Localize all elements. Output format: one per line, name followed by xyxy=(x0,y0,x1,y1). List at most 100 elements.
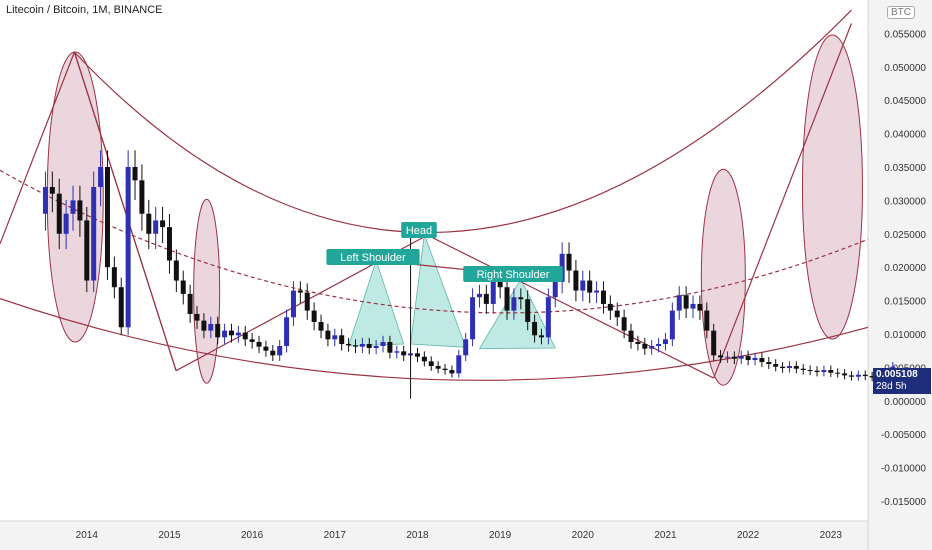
candle-body xyxy=(84,220,90,281)
y-tick-label: -0.005000 xyxy=(881,430,926,441)
currency-badge[interactable]: BTC xyxy=(887,6,915,19)
candle-body xyxy=(669,310,675,340)
candle-body xyxy=(111,267,117,288)
candle-body xyxy=(476,293,482,298)
candle-body xyxy=(104,166,110,268)
candle-body xyxy=(352,345,358,347)
y-tick-label: -0.010000 xyxy=(881,464,926,475)
candle-body xyxy=(373,345,379,349)
x-tick-label: 2021 xyxy=(654,530,677,541)
candle-body xyxy=(807,370,813,372)
x-tick-label: 2019 xyxy=(489,530,512,541)
y-tick-label: 0.050000 xyxy=(884,63,926,74)
candle-body xyxy=(642,343,648,349)
label-right-shoulder-bg xyxy=(463,266,563,282)
highlight-ellipse-2015 xyxy=(193,198,221,384)
candle-body xyxy=(194,313,200,321)
y-tick-label: 0.020000 xyxy=(884,263,926,274)
candle-body xyxy=(855,374,861,377)
y-tick-label: -0.015000 xyxy=(881,497,926,508)
candle-body xyxy=(724,356,730,358)
candle-body xyxy=(91,187,97,281)
candle-body xyxy=(552,281,558,298)
candle-body xyxy=(483,293,489,304)
candle-body xyxy=(77,200,83,221)
candle-body xyxy=(235,332,241,336)
candle-body xyxy=(346,343,352,346)
y-tick-label: 0.025000 xyxy=(884,230,926,241)
candle-body xyxy=(518,297,524,300)
candle-body xyxy=(442,368,448,371)
candle-body xyxy=(497,280,503,288)
candle-body xyxy=(786,366,792,369)
candle-body xyxy=(676,295,682,311)
candle-body xyxy=(731,356,737,359)
upper-arc-curve xyxy=(73,9,852,234)
candle-body xyxy=(421,356,427,362)
candle-body xyxy=(153,220,159,234)
candle-body xyxy=(697,303,703,311)
candle-body xyxy=(614,310,620,318)
candle-body xyxy=(160,220,166,228)
candle-body xyxy=(869,376,875,378)
candle-body xyxy=(42,187,48,214)
candle-body xyxy=(848,375,854,377)
candle-body xyxy=(263,346,269,351)
candle-body xyxy=(752,358,758,361)
candle-body xyxy=(835,372,841,374)
candle-body xyxy=(270,350,276,356)
candle-body xyxy=(532,321,538,336)
candle-body xyxy=(49,187,55,194)
candle-body xyxy=(359,343,365,347)
candle-body xyxy=(656,343,662,346)
trend-line-fall-2018 xyxy=(427,234,714,379)
candle-body xyxy=(821,370,827,373)
candle-body xyxy=(380,341,386,346)
candle-body xyxy=(690,303,696,309)
candle-body xyxy=(256,341,262,347)
last-price-value: 0.005108 xyxy=(876,369,918,380)
candle-body xyxy=(538,335,544,338)
candle-body xyxy=(828,370,834,373)
y-tick-label: 0.030000 xyxy=(884,196,926,207)
y-tick-label: 0.045000 xyxy=(884,96,926,107)
candle-body xyxy=(718,355,724,358)
candle-body xyxy=(228,330,234,336)
candle-body xyxy=(166,227,172,261)
candle-body xyxy=(511,297,517,311)
label-left-shoulder-bg xyxy=(326,249,420,265)
y-tick-label: 0.015000 xyxy=(884,297,926,308)
candle-body xyxy=(414,353,420,357)
x-tick-label: 2018 xyxy=(406,530,429,541)
candle-body xyxy=(118,287,124,328)
candle-body xyxy=(470,297,476,340)
candle-body xyxy=(463,339,469,356)
label-head-bg xyxy=(401,222,437,238)
chart-title: Litecoin / Bitcoin, 1M, BINANCE xyxy=(6,4,163,16)
x-tick-label: 2023 xyxy=(820,530,843,541)
y-tick-label: 0.035000 xyxy=(884,163,926,174)
candle-body xyxy=(573,270,579,291)
candle-body xyxy=(98,166,104,188)
candle-body xyxy=(208,323,214,331)
candle-body xyxy=(793,366,799,369)
candle-body xyxy=(304,292,310,311)
candle-body xyxy=(745,356,751,361)
x-tick-label: 2017 xyxy=(324,530,347,541)
candle-body xyxy=(456,355,462,374)
candle-body xyxy=(139,180,145,214)
candle-body xyxy=(773,364,779,367)
label-head: Head xyxy=(406,225,432,237)
candle-body xyxy=(587,280,593,293)
label-right-shoulder: Right Shoulder xyxy=(477,269,550,281)
candle-body xyxy=(545,297,551,338)
y-tick-label: 0.000000 xyxy=(884,397,926,408)
candle-body xyxy=(738,356,744,359)
x-tick-label: 2020 xyxy=(572,530,595,541)
candle-body xyxy=(311,310,317,322)
candle-body xyxy=(766,362,772,365)
candle-body xyxy=(297,290,303,293)
candle-body xyxy=(180,280,186,294)
